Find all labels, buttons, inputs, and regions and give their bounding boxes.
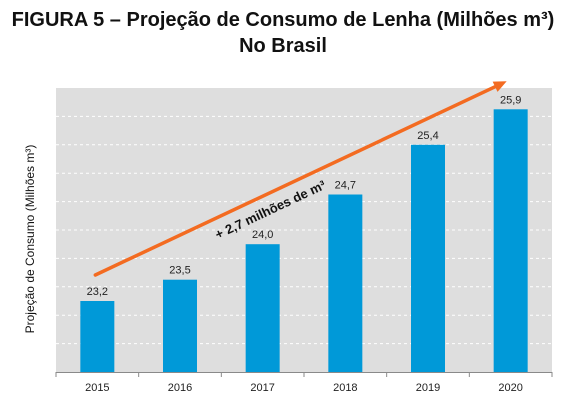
bar-2018 [328,194,363,372]
data-label-2019: 25,4 [417,130,438,142]
bar-2015 [80,301,115,372]
data-label-2017: 24,0 [252,229,273,241]
gridlines [56,115,552,345]
data-label-2018: 24,7 [335,180,356,192]
data-label-2015: 23,2 [87,286,108,298]
bar-2016 [163,279,197,372]
x-axis: 2015 2016 2017 2018 2019 2020 [55,372,553,394]
y-axis-label: Projeção de Consumo (Milhões m³) [23,144,37,334]
x-tick-label-2017: 2017 [250,382,274,394]
x-tick-label-2015: 2015 [85,382,109,394]
x-tick-label-2018: 2018 [333,382,357,394]
bars [80,109,528,373]
bar-2017 [245,244,280,372]
data-label-2020: 25,9 [500,94,521,106]
x-tick-label-2020: 2020 [498,382,522,394]
data-label-2016: 23,5 [169,265,190,277]
bar-2019 [411,144,445,372]
trend-arrow [93,84,499,277]
chart-title-line-2: No Brasil [239,35,327,57]
chart-title-line-1: FIGURA 5 – Projeção de Consumo de Lenha … [11,9,555,31]
x-tick-label-2019: 2019 [416,382,440,394]
value-labels: 23,2 23,5 24,0 24,7 25,4 25,9 [87,94,522,298]
trend-arrow-head [492,81,507,92]
bar-2020 [493,109,528,373]
x-tick-label-2016: 2016 [168,382,192,394]
